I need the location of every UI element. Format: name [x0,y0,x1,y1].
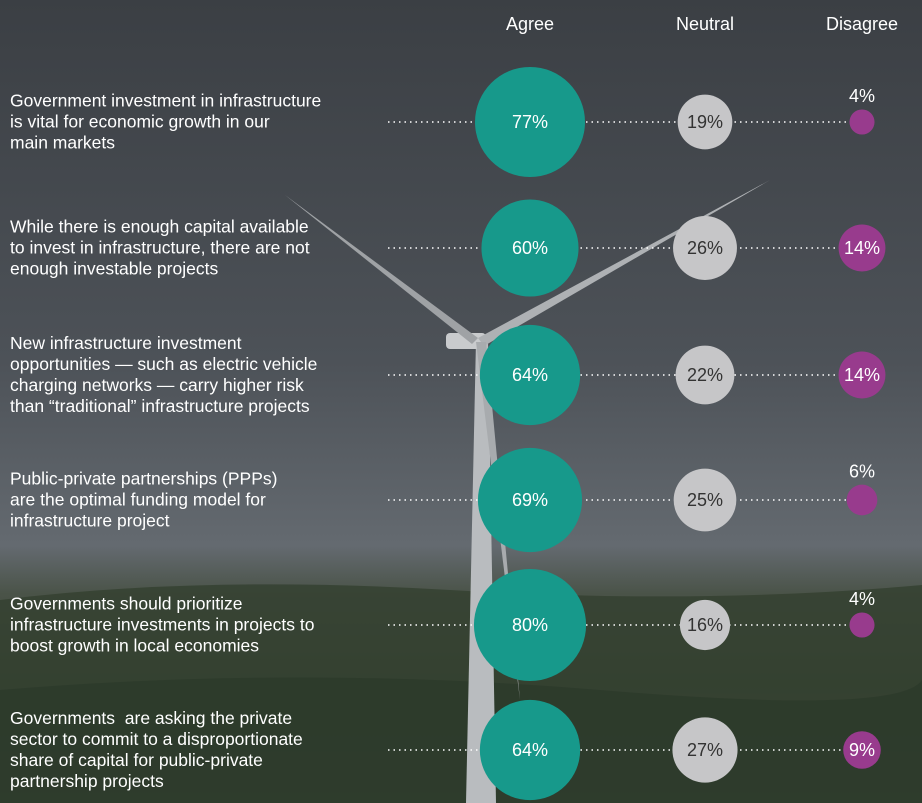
turbine-tower [466,340,496,803]
bubble [672,717,738,783]
column-header: Agree [506,14,554,34]
statement: Public-private partnerships (PPPs) are t… [10,468,278,531]
value-label: 64% [512,365,548,385]
bubble [675,345,735,405]
bubble [849,109,875,135]
bubble [838,351,886,399]
value-label: 77% [512,112,548,132]
value-label: 26% [687,238,723,258]
value-label: 9% [849,740,875,760]
column-header: Disagree [826,14,898,34]
statement: Governments are asking the private secto… [10,708,303,791]
bubble [479,699,581,801]
statement: New infrastructure investment opportunit… [10,333,318,416]
statement: Government investment in infrastructure … [10,90,322,153]
bubble [473,568,587,682]
bubble [673,468,737,532]
value-label: 4% [849,589,875,609]
bubble [477,447,583,553]
value-label: 22% [687,365,723,385]
value-label: 27% [687,740,723,760]
turbine-blade [285,195,478,344]
bubble [677,94,733,150]
bubble [838,224,886,272]
value-label: 69% [512,490,548,510]
value-label: 25% [687,490,723,510]
value-label: 14% [844,365,880,385]
bubble [475,67,585,177]
value-label: 80% [512,615,548,635]
value-label: 16% [687,615,723,635]
value-label: 14% [844,238,880,258]
value-label: 6% [849,461,875,481]
bubble [481,199,579,297]
bubble [679,599,731,651]
value-label: 4% [849,86,875,106]
statement: While there is enough capital available … [10,216,310,279]
statement: Governments should prioritize infrastruc… [10,593,315,656]
bubble [846,484,878,516]
bubble [849,612,875,638]
value-label: 19% [687,112,723,132]
column-header: Neutral [676,14,734,34]
bubble [843,731,881,769]
value-label: 60% [512,238,548,258]
bubble [479,324,581,426]
value-label: 64% [512,740,548,760]
bubble [673,216,737,280]
